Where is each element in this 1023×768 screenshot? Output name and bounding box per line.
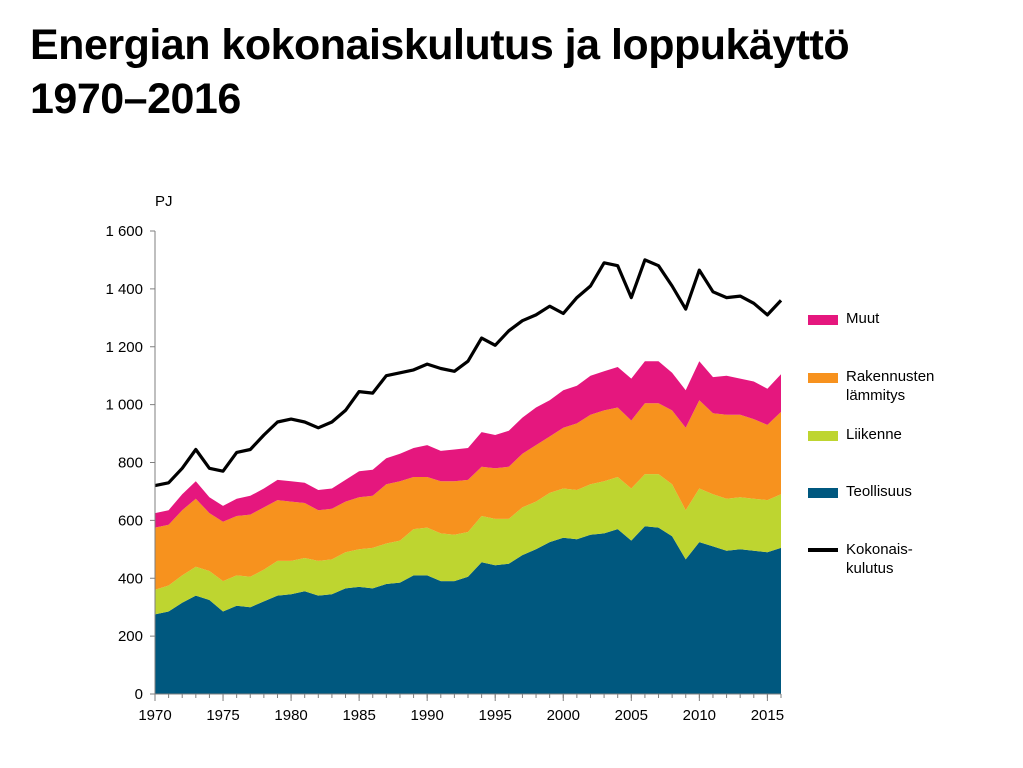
legend-label: Liikenne bbox=[846, 426, 902, 443]
legend-label: Rakennusten lämmitys bbox=[846, 368, 935, 404]
y-tick-label: 1 000 bbox=[105, 397, 143, 414]
y-tick-label: 1 600 bbox=[105, 223, 143, 240]
legend-area-swatch bbox=[808, 373, 838, 383]
legend-line-swatch bbox=[808, 548, 838, 552]
legend-item: Teollisuus bbox=[808, 483, 1008, 523]
x-tick-label: 2005 bbox=[615, 707, 648, 724]
total-consumption-line bbox=[154, 258, 783, 488]
x-tick-label: 2010 bbox=[683, 707, 716, 724]
x-tick-label: 1995 bbox=[479, 707, 512, 724]
y-tick-label: 600 bbox=[118, 512, 143, 529]
legend-area-swatch bbox=[808, 488, 838, 498]
x-tick-label: 2000 bbox=[547, 707, 580, 724]
x-tick-label: 2015 bbox=[751, 707, 784, 724]
title-line-1: Energian kokonaiskulutus ja loppukäyttö bbox=[30, 21, 850, 69]
y-tick-label: 0 bbox=[135, 686, 143, 703]
legend-item: Muut bbox=[808, 310, 1008, 350]
total-line bbox=[154, 258, 783, 488]
legend-item: Kokonais- kulutus bbox=[808, 541, 1008, 581]
y-tick-label: 1 200 bbox=[105, 339, 143, 356]
area-series-3 bbox=[155, 361, 781, 528]
x-tick-label: 1990 bbox=[410, 707, 443, 724]
y-unit-label: PJ bbox=[155, 193, 173, 210]
x-tick-label: 1975 bbox=[206, 707, 239, 724]
x-tick-label: 1985 bbox=[342, 707, 375, 724]
area-series-1 bbox=[155, 474, 781, 615]
legend-label: Muut bbox=[846, 310, 880, 327]
title-line-2: 1970–2016 bbox=[30, 75, 241, 123]
legend-item: Rakennusten lämmitys bbox=[808, 368, 1008, 408]
y-tick-label: 800 bbox=[118, 455, 143, 472]
y-tick-label: 1 400 bbox=[105, 281, 143, 298]
legend-label: Kokonais- kulutus bbox=[846, 541, 913, 577]
stacked-areas bbox=[155, 361, 781, 694]
legend-area-swatch bbox=[808, 431, 838, 441]
legend-item: Liikenne bbox=[808, 426, 1008, 466]
legend-label: Teollisuus bbox=[846, 483, 912, 500]
x-tick-label: 1970 bbox=[138, 707, 171, 724]
legend-area-swatch bbox=[808, 315, 838, 325]
area-series-2 bbox=[155, 400, 781, 590]
x-tick-label: 1980 bbox=[274, 707, 307, 724]
chart-axes: 0 200 400 600 800 1 000 1 200 1 400 1 600 1970 197… bbox=[105, 223, 784, 724]
y-tick-label: 400 bbox=[118, 570, 143, 587]
y-tick-label: 200 bbox=[118, 628, 143, 645]
page-title: Energian kokonaiskulutus ja loppukäyttö … bbox=[30, 18, 990, 126]
area-series-0 bbox=[155, 526, 781, 694]
